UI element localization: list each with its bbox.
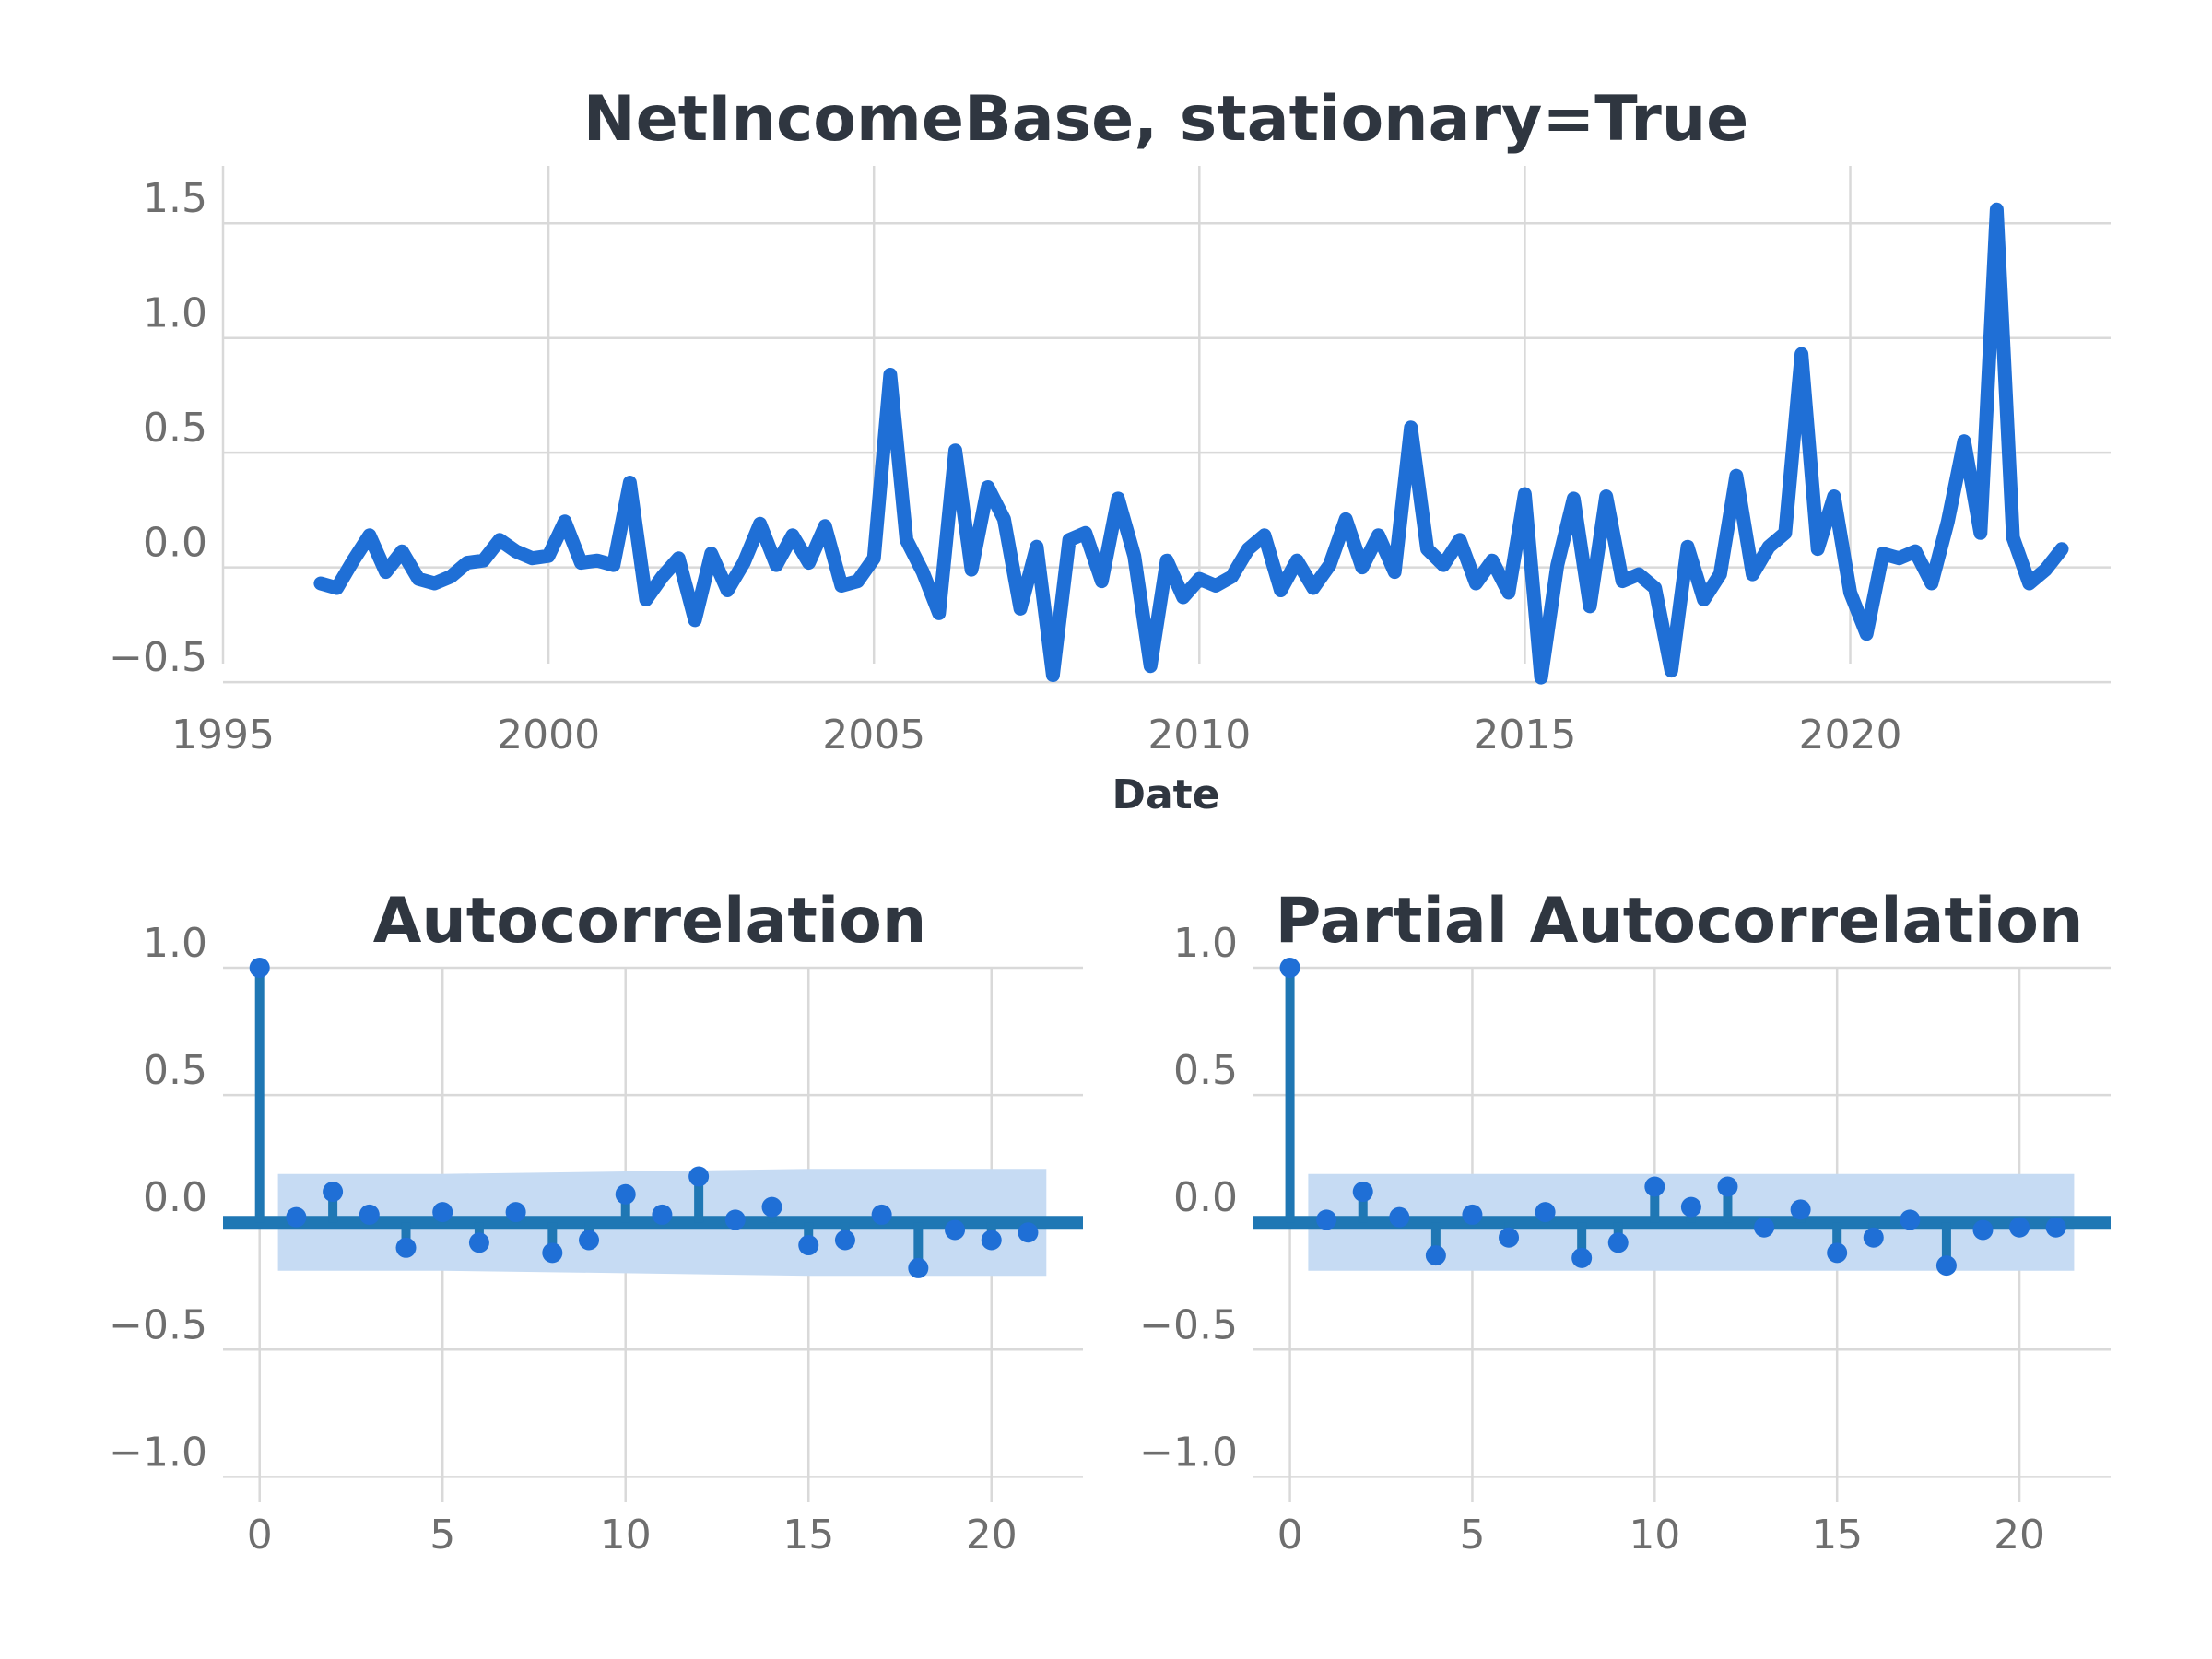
y-tick-label: −1.0 — [109, 1429, 207, 1476]
stem-marker — [579, 1230, 600, 1251]
y-tick-label: −1.0 — [1139, 1429, 1238, 1476]
time-series-panel: NetIncomeBase, stationary=True Date 1995… — [109, 83, 2111, 818]
stem-marker — [688, 1166, 710, 1187]
stem-marker — [1972, 1219, 1994, 1241]
acf-panel: Autocorrelation 0 5 10 15 20 −1.0 −0.5 0.0 0.5 1.… — [109, 885, 1083, 1559]
stem-marker — [1499, 1227, 1520, 1248]
acf-title: Autocorrelation — [373, 885, 927, 958]
stem-marker — [1717, 1176, 1738, 1197]
x-tick-label: 0 — [247, 1512, 273, 1559]
stem-marker — [1462, 1204, 1483, 1225]
stem-marker — [1827, 1242, 1848, 1264]
stem-marker — [1279, 958, 1300, 978]
stem-marker — [1352, 1182, 1373, 1203]
pacf-panel: Partial Autocorrelation 0 5 10 15 20 −1.0 −0.5… — [1139, 885, 2111, 1559]
time-series-title: NetIncomeBase, stationary=True — [583, 83, 1749, 156]
stem-marker — [761, 1196, 782, 1218]
y-tick-label: −0.5 — [109, 1301, 207, 1348]
y-tick-label: 0.0 — [143, 520, 207, 567]
y-tick-label: 1.0 — [1173, 920, 1238, 967]
stem-marker — [1571, 1247, 1593, 1268]
x-tick-label: 15 — [782, 1512, 834, 1559]
x-tick-label: 10 — [1629, 1512, 1680, 1559]
stem-marker — [981, 1230, 1002, 1251]
x-tick-label: 2020 — [1799, 712, 1902, 759]
x-tick-label: 20 — [966, 1512, 1018, 1559]
stem-marker — [286, 1206, 307, 1228]
stem-marker — [359, 1204, 380, 1225]
stem-marker — [945, 1219, 966, 1241]
x-tick-label: 2015 — [1473, 712, 1576, 759]
stem-marker — [1535, 1202, 1556, 1223]
stem-marker — [1790, 1199, 1811, 1220]
stem-marker — [1018, 1222, 1039, 1243]
y-tick-label: 0.0 — [1173, 1174, 1238, 1221]
y-tick-label: 0.5 — [143, 405, 207, 452]
stem-marker — [2045, 1217, 2066, 1238]
stem-marker — [2009, 1217, 2030, 1238]
series-line — [313, 202, 2069, 685]
pacf-title: Partial Autocorrelation — [1276, 885, 2084, 958]
stem-marker — [249, 958, 270, 978]
stem-marker — [908, 1257, 929, 1278]
time-series-x-label: Date — [1112, 771, 1219, 818]
stem-marker — [1316, 1209, 1337, 1230]
stem-marker — [1900, 1209, 1921, 1230]
stem-marker — [798, 1235, 819, 1256]
y-tick-label: 1.5 — [143, 175, 207, 222]
stem-marker — [724, 1209, 746, 1230]
x-tick-label: 10 — [600, 1512, 652, 1559]
stem-marker — [1644, 1176, 1665, 1197]
stem-marker — [1936, 1255, 1957, 1277]
y-tick-label: 1.0 — [143, 290, 207, 337]
stem-marker — [395, 1237, 417, 1258]
x-tick-label: 2000 — [497, 712, 600, 759]
y-tick-label: 0.5 — [1173, 1047, 1238, 1094]
x-tick-label: 2005 — [822, 712, 925, 759]
y-tick-label: 1.0 — [143, 920, 207, 967]
stem-marker — [834, 1230, 855, 1251]
stem-marker — [1389, 1206, 1410, 1228]
stem-marker — [468, 1232, 489, 1253]
x-tick-label: 5 — [429, 1512, 455, 1559]
y-tick-label: −0.5 — [1139, 1301, 1238, 1348]
y-tick-label: 0.5 — [143, 1047, 207, 1094]
x-tick-label: 0 — [1277, 1512, 1303, 1559]
stem-marker — [1680, 1196, 1701, 1218]
stem-marker — [542, 1242, 563, 1264]
stem-marker — [323, 1182, 344, 1203]
stem-marker — [1863, 1227, 1884, 1248]
stem-marker — [432, 1202, 453, 1223]
y-tick-label: 0.0 — [143, 1174, 207, 1221]
stem-marker — [1754, 1217, 1775, 1238]
stem-marker — [1425, 1245, 1446, 1266]
stem-marker — [615, 1183, 636, 1205]
x-tick-label: 2010 — [1147, 712, 1251, 759]
x-tick-label: 15 — [1811, 1512, 1863, 1559]
x-tick-label: 1995 — [171, 712, 275, 759]
y-tick-label: −0.5 — [109, 634, 207, 681]
x-tick-label: 5 — [1459, 1512, 1485, 1559]
stem-marker — [871, 1204, 892, 1225]
x-tick-label: 20 — [1994, 1512, 2045, 1559]
stem-marker — [505, 1202, 526, 1223]
stem-marker — [1607, 1232, 1629, 1253]
stem-marker — [652, 1204, 673, 1225]
